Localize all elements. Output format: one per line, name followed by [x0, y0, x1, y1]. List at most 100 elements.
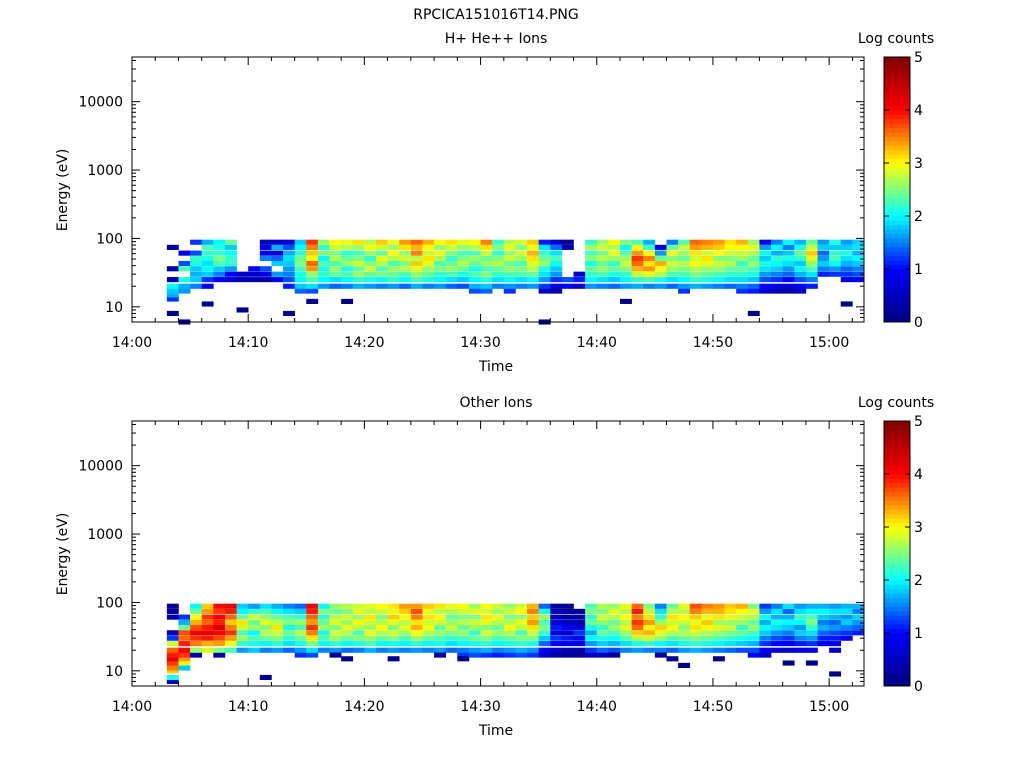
- heatmap-cell: [782, 647, 795, 653]
- heatmap-cell: [224, 641, 237, 647]
- heatmap-cell: [515, 608, 528, 614]
- heatmap-cell: [445, 608, 458, 614]
- heatmap-cell: [341, 271, 354, 277]
- heatmap-cell: [387, 614, 400, 620]
- colorbar-segment: [884, 641, 910, 647]
- colorbar-segment: [884, 434, 910, 440]
- heatmap-cell: [759, 635, 772, 641]
- heatmap-cell: [317, 635, 330, 641]
- colorbar-segment: [884, 438, 910, 444]
- heatmap-cell: [689, 608, 702, 614]
- heatmap-cell: [166, 660, 179, 666]
- heatmap-cell: [434, 603, 447, 609]
- colorbar-segment: [884, 163, 910, 168]
- heatmap-cell: [829, 255, 842, 262]
- heatmap-cell: [550, 635, 563, 641]
- heatmap-cell: [654, 266, 667, 272]
- heatmap-cell: [410, 614, 423, 620]
- heatmap-cell: [840, 255, 853, 262]
- heatmap-cell: [259, 239, 272, 245]
- heatmap-cell: [596, 652, 609, 658]
- heatmap-cell: [712, 641, 725, 647]
- heatmap-cell: [422, 619, 435, 626]
- heatmap-cell: [317, 624, 330, 631]
- heatmap-cell: [248, 630, 261, 636]
- heatmap-cell: [666, 239, 679, 245]
- heatmap-cell: [399, 260, 412, 267]
- heatmap-cell: [329, 647, 342, 653]
- heatmap-cell: [399, 271, 412, 277]
- heatmap-cell: [364, 614, 377, 620]
- heatmap-cell: [643, 630, 656, 636]
- heatmap-cell: [666, 647, 679, 653]
- heatmap-cell: [201, 603, 214, 609]
- heatmap-cell: [166, 678, 179, 684]
- heatmap-cell: [294, 260, 307, 267]
- heatmap-cell: [399, 603, 412, 609]
- colorbar-segment: [884, 602, 910, 607]
- heatmap-cell: [759, 630, 772, 636]
- heatmap-cell: [654, 641, 667, 647]
- colorbar-segment: [884, 260, 910, 265]
- heatmap-cell: [410, 619, 423, 626]
- heatmap-cell: [248, 641, 261, 647]
- heatmap-cell: [283, 244, 295, 250]
- heatmap-cell: [678, 619, 691, 626]
- heatmap-cell: [213, 266, 226, 272]
- heatmap-cell: [852, 250, 865, 256]
- heatmap-cell: [306, 244, 319, 250]
- colorbar-segment: [884, 487, 910, 493]
- heatmap-cell: [213, 652, 226, 658]
- heatmap-cell: [666, 603, 679, 609]
- heatmap-cell: [294, 619, 307, 626]
- heatmap-cell: [654, 271, 667, 277]
- heatmap-cell: [654, 619, 667, 626]
- heatmap-cell: [236, 619, 249, 626]
- heatmap-cell: [689, 647, 702, 653]
- colorbar-segment: [884, 522, 910, 528]
- heatmap-cell: [434, 641, 447, 647]
- heatmap-cell: [712, 635, 725, 641]
- heatmap-cell: [178, 652, 191, 658]
- heatmap-cell: [794, 614, 807, 620]
- heatmap-cell: [410, 250, 423, 256]
- heatmap-cell: [306, 298, 319, 304]
- heatmap-cell: [771, 271, 783, 277]
- heatmap-cell: [805, 277, 818, 283]
- heatmap-cell: [666, 266, 679, 272]
- heatmap-cell: [561, 641, 574, 647]
- heatmap-cell: [654, 283, 667, 289]
- x-axis-label: Time: [478, 723, 513, 739]
- heatmap-cell: [364, 260, 377, 267]
- heatmap-cell: [631, 255, 644, 262]
- colorbar-tick-label: 5: [914, 414, 923, 430]
- heatmap-cell: [190, 266, 203, 272]
- heatmap-cell: [213, 635, 226, 641]
- heatmap-cell: [585, 608, 598, 614]
- heatmap-cell: [817, 635, 830, 641]
- heatmap-cell: [306, 641, 319, 647]
- colorbar-segment: [884, 496, 910, 501]
- heatmap-cell: [166, 277, 179, 283]
- colorbar-segment: [884, 92, 910, 98]
- heatmap-cell: [550, 641, 563, 647]
- heatmap-cell: [515, 277, 528, 283]
- heatmap-cell: [399, 266, 412, 272]
- heatmap-cell: [805, 641, 818, 647]
- heatmap-cell: [283, 624, 295, 631]
- heatmap-cell: [736, 624, 749, 631]
- heatmap-cell: [306, 619, 319, 626]
- heatmap-cell: [468, 619, 481, 626]
- heatmap-cell: [631, 635, 644, 641]
- heatmap-cell: [724, 266, 737, 272]
- heatmap-cell: [259, 630, 272, 636]
- heatmap-cell: [805, 624, 818, 631]
- colorbar-segment: [884, 207, 910, 212]
- heatmap-cell: [178, 660, 191, 666]
- heatmap-cell: [561, 608, 574, 614]
- heatmap-cell: [782, 260, 795, 267]
- heatmap-cell: [840, 630, 853, 636]
- heatmap-cell: [341, 244, 354, 250]
- heatmap-cell: [445, 619, 458, 626]
- heatmap-cell: [631, 271, 644, 277]
